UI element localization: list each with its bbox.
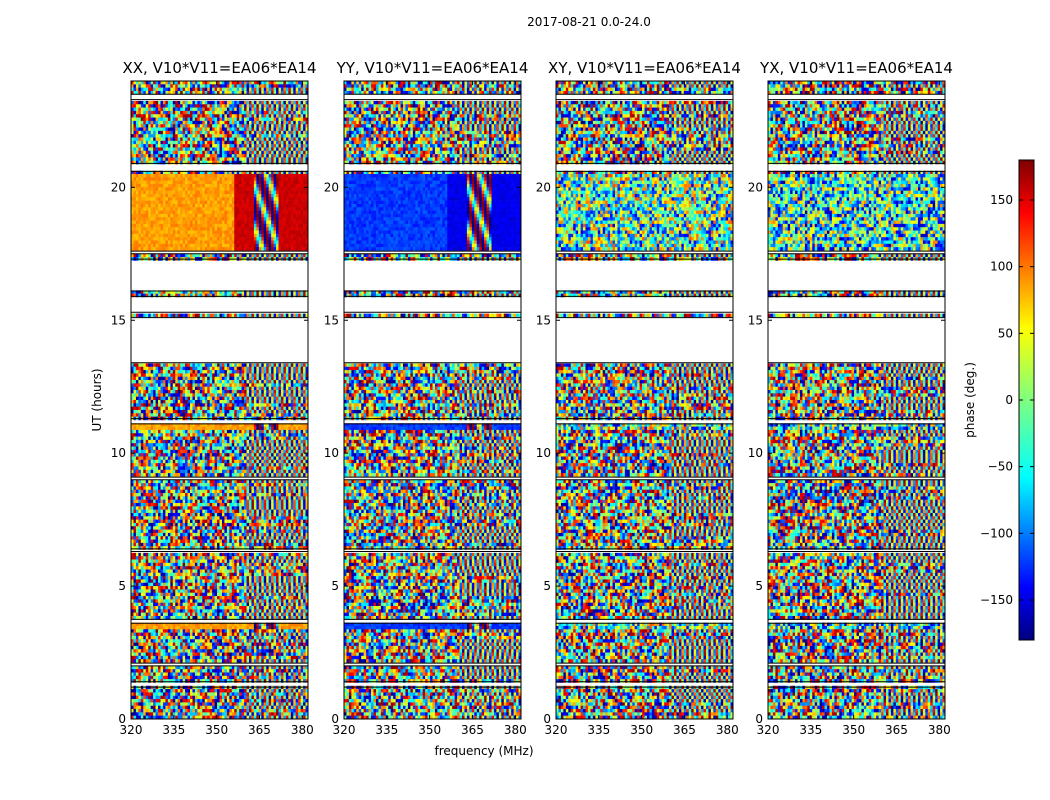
figure-suptitle: 2017-08-21 0.0-24.0 [527,15,651,29]
x-tick-label: 335 [375,723,398,737]
x-tick-label: 350 [630,723,653,737]
y-tick-label: 15 [748,313,763,327]
x-tick-label: 380 [504,723,527,737]
colorbar-tick-label: 50 [998,326,1013,340]
y-tick-label: 5 [543,579,551,593]
phase-heatmap [556,81,733,719]
y-tick-label: 10 [324,446,339,460]
x-tick-label: 380 [291,723,314,737]
x-tick-label: 365 [461,723,484,737]
panel-title: YY, V10*V11=EA06*EA14 [336,59,529,77]
phase-heatmap [344,81,521,719]
y-tick-label: 10 [536,446,551,460]
colorbar-tick-label: −150 [980,593,1013,607]
x-tick-label: 335 [162,723,185,737]
y-tick-label: 15 [536,313,551,327]
x-tick-label: 350 [418,723,441,737]
colorbar-tick-label: −100 [980,526,1013,540]
phase-heatmap [131,81,308,719]
y-tick-label: 20 [111,180,126,194]
colorbar-tick-label: −50 [988,460,1013,474]
y-tick-label: 0 [543,712,551,726]
colorbar-label: phase (deg.) [963,362,977,438]
y-axis-label: UT (hours) [90,368,104,431]
x-tick-label: 350 [205,723,228,737]
y-tick-label: 0 [118,712,126,726]
panel-title: XY, V10*V11=EA06*EA14 [548,59,741,77]
y-tick-label: 5 [118,579,126,593]
phase-waterfall-figure: 2017-08-21 0.0-24.0 XX, V10*V11=EA06*EA1… [0,0,1050,800]
y-tick-label: 20 [536,180,551,194]
x-tick-label: 335 [587,723,610,737]
x-tick-label: 335 [799,723,822,737]
panel-title: XX, V10*V11=EA06*EA14 [122,59,316,77]
x-tick-label: 365 [248,723,271,737]
x-tick-label: 365 [885,723,908,737]
y-tick-label: 15 [324,313,339,327]
x-tick-label: 365 [673,723,696,737]
x-axis-label: frequency (MHz) [434,744,533,758]
panel-title: YX, V10*V11=EA06*EA14 [759,59,953,77]
y-tick-label: 10 [111,446,126,460]
x-tick-label: 380 [928,723,951,737]
y-tick-label: 0 [755,712,763,726]
y-tick-label: 5 [755,579,763,593]
y-tick-label: 20 [748,180,763,194]
y-tick-label: 20 [324,180,339,194]
y-tick-label: 10 [748,446,763,460]
colorbar-tick-label: 150 [990,193,1013,207]
phase-colorbar: −150 −100 −50 0 50 100 150 phase (deg.) [963,160,1034,640]
y-tick-label: 0 [331,712,339,726]
y-tick-label: 15 [111,313,126,327]
colorbar-tick-label: 0 [1005,393,1013,407]
phase-heatmap [768,81,945,719]
x-tick-label: 350 [842,723,865,737]
x-tick-label: 380 [716,723,739,737]
y-tick-label: 5 [331,579,339,593]
colorbar-tick-label: 100 [990,260,1013,274]
